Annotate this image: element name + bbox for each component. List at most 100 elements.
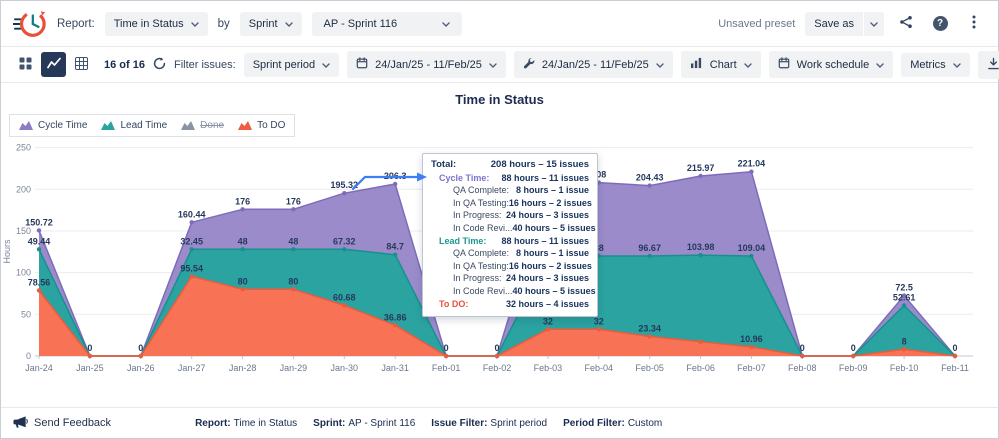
data-label-cycle: 176 xyxy=(286,196,301,206)
x-tick-label: Jan-25 xyxy=(76,363,104,373)
tooltip-row: In Progress: 24 hours – 3 issues xyxy=(431,209,589,222)
data-point-todo[interactable] xyxy=(901,347,907,352)
refresh-icon xyxy=(153,57,166,73)
chevron-down-icon xyxy=(489,59,497,71)
chart-view-button[interactable] xyxy=(41,52,66,77)
data-point-cycle[interactable] xyxy=(647,183,652,188)
report-type-select[interactable]: Time in Status xyxy=(104,11,208,36)
data-point-cycle[interactable] xyxy=(240,207,245,212)
data-point-cycle[interactable] xyxy=(189,220,194,225)
chart-type-select[interactable]: Chart xyxy=(680,51,761,78)
data-point-todo[interactable] xyxy=(342,303,347,308)
data-point-lead[interactable] xyxy=(698,252,703,258)
data-point-lead[interactable] xyxy=(342,247,347,252)
help-button[interactable]: ? xyxy=(928,12,952,36)
summary-label: Report: xyxy=(195,417,231,429)
data-label-cycle: 0 xyxy=(444,343,449,353)
tooltip-row-value: 16 hours – 2 issues xyxy=(508,197,592,208)
chevron-down-icon xyxy=(656,59,664,71)
summary-label: Period Filter: xyxy=(563,417,625,429)
data-point-todo[interactable] xyxy=(596,327,601,332)
data-point-lead[interactable] xyxy=(393,252,398,257)
data-label-cycle: 0 xyxy=(800,343,805,353)
data-point-todo[interactable] xyxy=(240,287,245,292)
download-icon xyxy=(987,57,999,73)
data-point-cycle[interactable] xyxy=(749,169,754,174)
send-feedback-button[interactable]: Send Feedback xyxy=(13,415,111,432)
data-point-todo[interactable] xyxy=(800,353,805,359)
sprint-select[interactable]: AP - Sprint 116 xyxy=(311,11,462,36)
group-by-select[interactable]: Sprint xyxy=(239,11,302,36)
report-label: Report: xyxy=(57,17,95,30)
data-point-cycle[interactable] xyxy=(393,181,398,187)
area-todo xyxy=(39,276,955,356)
data-point-todo[interactable] xyxy=(545,327,551,332)
legend-label: To DO xyxy=(257,120,286,131)
data-point-todo[interactable] xyxy=(698,339,703,344)
data-point-todo[interactable] xyxy=(749,344,754,350)
data-point-lead[interactable] xyxy=(36,247,42,252)
chevron-down-icon xyxy=(870,18,878,30)
view-toggle xyxy=(13,52,94,77)
x-tick-label: Feb-04 xyxy=(585,363,614,373)
data-point-lead[interactable] xyxy=(647,253,652,259)
data-point-todo[interactable] xyxy=(952,353,958,359)
legend-item-lead-time[interactable]: Lead Time xyxy=(101,120,167,131)
data-point-cycle[interactable] xyxy=(698,173,703,179)
data-point-todo[interactable] xyxy=(87,353,93,359)
issue-filter-value: Sprint period xyxy=(252,58,316,71)
data-point-todo[interactable] xyxy=(851,353,856,359)
grid-view-button[interactable] xyxy=(13,52,38,77)
data-point-cycle[interactable] xyxy=(291,207,296,212)
legend-item-done[interactable]: Done xyxy=(181,120,224,131)
save-as-button[interactable]: Save as xyxy=(805,11,863,36)
report-summary: Report: Time in Status Sprint: AP - Sprint … xyxy=(195,418,662,429)
megaphone-icon xyxy=(13,415,28,432)
data-label-todo: 95.54 xyxy=(180,263,203,273)
data-point-todo[interactable] xyxy=(393,323,398,328)
tooltip-row: In QA Testing: 16 hours – 2 issues xyxy=(431,260,592,273)
data-point-lead[interactable] xyxy=(901,303,907,308)
data-point-lead[interactable] xyxy=(189,247,194,252)
data-label-cycle: 195.32 xyxy=(331,180,359,190)
tooltip-title-label: Total: xyxy=(431,159,457,170)
data-point-lead[interactable] xyxy=(291,247,296,252)
chart-area: 0 50 100 150 200 250 Hours Jan-24 Jan-25 Jan-26 Ja… xyxy=(1,139,998,385)
legend-item-cycle-time[interactable]: Cycle Time xyxy=(19,120,87,131)
data-point-todo[interactable] xyxy=(291,287,296,292)
chevron-down-icon xyxy=(743,59,752,71)
data-point-todo[interactable] xyxy=(647,334,652,339)
save-as-dropdown-button[interactable] xyxy=(864,11,884,36)
issue-filter-select[interactable]: Sprint period xyxy=(243,52,340,77)
metrics-select[interactable]: Metrics xyxy=(901,52,970,77)
data-point-cycle[interactable] xyxy=(342,191,347,196)
share-button[interactable] xyxy=(894,12,918,36)
data-point-todo[interactable] xyxy=(494,353,500,359)
refresh-button[interactable] xyxy=(153,55,166,75)
period-range-select[interactable]: 24/Jan/25 - 11/Feb/25 xyxy=(347,51,506,78)
data-point-lead[interactable] xyxy=(749,253,754,259)
x-tick-label: Jan-24 xyxy=(25,363,53,373)
data-point-cycle[interactable] xyxy=(901,293,907,298)
more-options-button[interactable] xyxy=(962,12,986,36)
y-tick-label: 250 xyxy=(16,143,31,153)
data-label-lead: 88 xyxy=(594,243,604,253)
export-select[interactable]: Export xyxy=(977,50,999,79)
data-label-lead: 96.67 xyxy=(638,243,661,253)
data-point-todo[interactable] xyxy=(36,288,42,293)
data-label-cycle: 215.97 xyxy=(687,163,715,173)
tooltip-row: In Code Revi... 40 hours – 5 issues xyxy=(431,222,596,235)
share-icon xyxy=(899,15,913,32)
data-point-todo[interactable] xyxy=(443,353,449,359)
work-period-select[interactable]: 24/Jan/25 - 11/Feb/25 xyxy=(513,51,673,78)
x-tick-label: Feb-05 xyxy=(635,363,664,373)
data-label-cycle: 0 xyxy=(87,343,92,353)
data-point-todo[interactable] xyxy=(138,353,143,359)
work-schedule-select[interactable]: Work schedule xyxy=(768,51,894,78)
data-point-lead[interactable] xyxy=(240,247,245,252)
data-point-cycle[interactable] xyxy=(36,228,42,233)
pivot-view-button[interactable] xyxy=(69,52,94,77)
data-point-todo[interactable] xyxy=(189,274,194,279)
legend-item-to-do[interactable]: To DO xyxy=(238,120,285,131)
data-label-cycle: 0 xyxy=(851,343,856,353)
